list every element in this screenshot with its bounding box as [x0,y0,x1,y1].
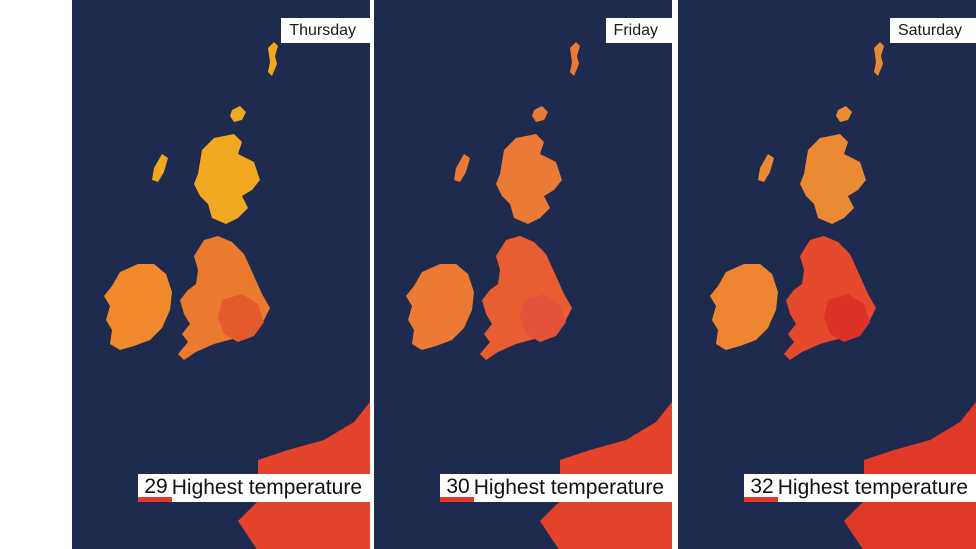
shetland-islands [570,42,580,76]
day-label: Saturday [889,18,976,43]
temperature-value: 32 [744,474,778,502]
scotland-west-isles [758,154,774,182]
map-panel-friday: Friday 30 Highest temperature [374,0,672,549]
temperature-value: 29 [138,474,172,502]
scotland [496,134,562,224]
temperature-caption: Highest temperature [171,476,362,499]
temperature-value: 30 [440,474,474,502]
orkney-islands [532,106,548,122]
uk-map [406,42,672,549]
map-panel-saturday: Saturday 32 Highest temperature [678,0,976,549]
england-wales [178,236,270,360]
scotland [800,134,866,224]
temperature-label: 32 Highest temperature [744,474,976,502]
ireland [406,264,474,350]
scotland-west-isles [454,154,470,182]
england-hot-zone [218,294,264,342]
temperature-number: 32 [750,475,774,498]
temperature-color-bar [744,497,778,502]
ireland [104,264,172,350]
temperature-color-bar [138,497,172,502]
ireland [710,264,778,350]
day-label: Thursday [281,18,370,43]
shetland-islands [268,42,278,76]
england-wales [480,236,572,360]
temperature-number: 30 [446,475,470,498]
scotland [194,134,260,224]
england-hot-zone [520,294,566,342]
temperature-number: 29 [144,475,168,498]
temperature-color-bar [440,497,474,502]
uk-map [710,42,976,549]
scotland-west-isles [152,154,168,182]
uk-map [104,42,370,549]
day-label: Friday [605,18,672,43]
england-wales [784,236,876,360]
orkney-islands [230,106,246,122]
england-hot-zone [824,294,870,342]
map-panel-thursday: Thursday 29 Highest temperature [72,0,370,549]
temperature-label: 29 Highest temperature [138,474,370,502]
orkney-islands [836,106,852,122]
shetland-islands [874,42,884,76]
temperature-caption: Highest temperature [777,476,968,499]
temperature-label: 30 Highest temperature [440,474,672,502]
temperature-caption: Highest temperature [473,476,664,499]
